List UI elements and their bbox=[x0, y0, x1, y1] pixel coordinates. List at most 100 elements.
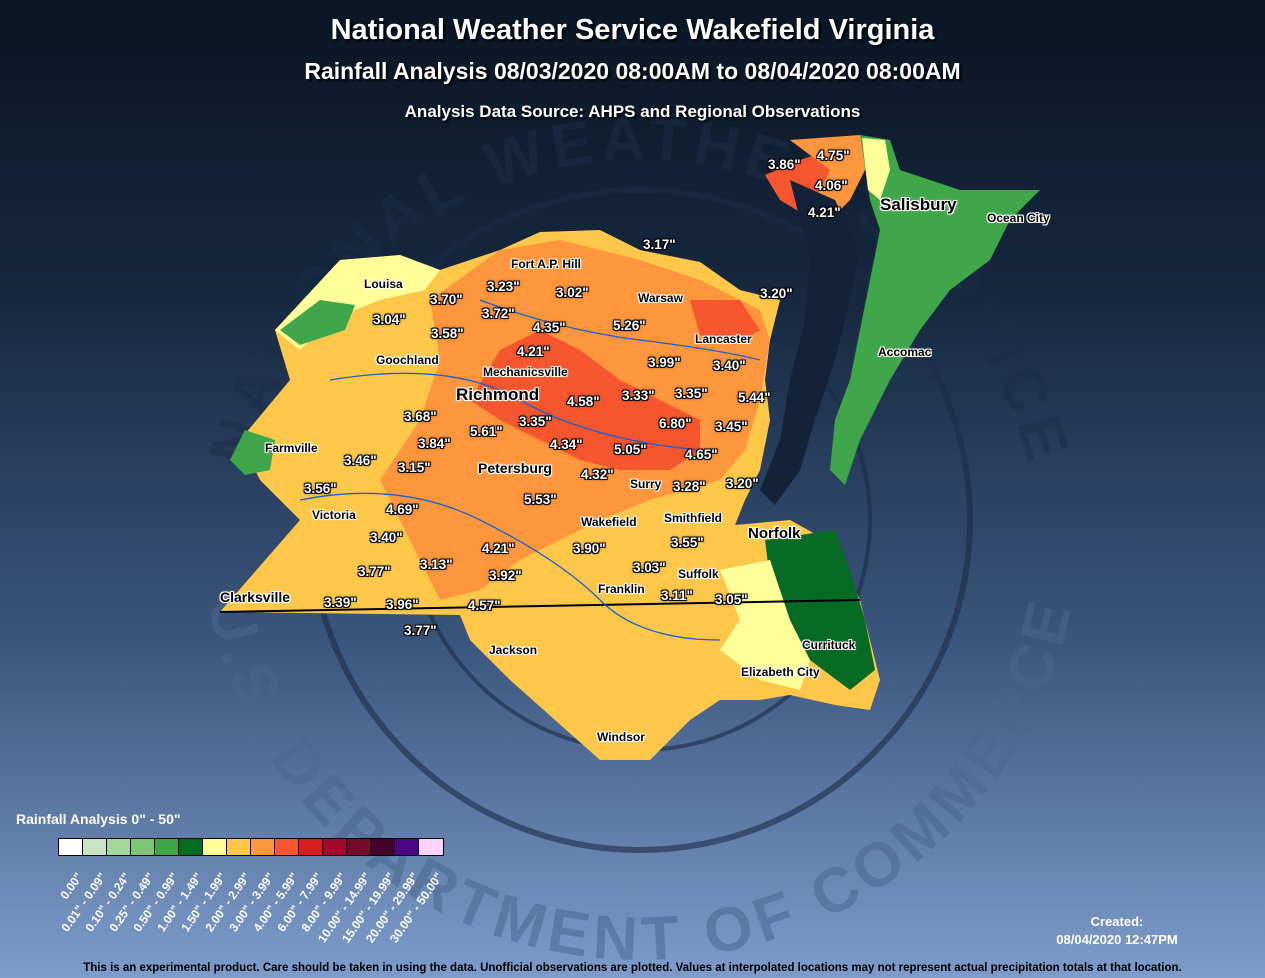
region-red-core bbox=[470, 330, 700, 470]
town-label: Wakefield bbox=[581, 515, 637, 529]
town-label: Suffolk bbox=[678, 567, 719, 581]
rainfall-value: 3.77" bbox=[404, 623, 437, 638]
city-label: Salisbury bbox=[880, 195, 957, 214]
region-farmville-green bbox=[230, 430, 275, 475]
rainfall-value: 3.35" bbox=[675, 386, 708, 401]
rainfall-value: 5.26" bbox=[613, 318, 646, 333]
town-label: Victoria bbox=[312, 508, 356, 522]
town-label: Ocean City bbox=[987, 211, 1050, 225]
legend-swatch bbox=[275, 839, 299, 855]
created-stamp: Created: 08/04/2020 12:47PM bbox=[1040, 913, 1194, 949]
rainfall-value: 3.55" bbox=[671, 535, 704, 550]
rainfall-value: 4.35" bbox=[533, 320, 566, 335]
rainfall-value: 3.46" bbox=[344, 453, 377, 468]
legend-swatch bbox=[323, 839, 347, 855]
rainfall-value: 4.58" bbox=[567, 394, 600, 409]
rainfall-value: 3.90" bbox=[573, 541, 606, 556]
town-label: Currituck bbox=[802, 638, 856, 652]
chesapeake-bay bbox=[760, 180, 860, 505]
town-label: Jackson bbox=[489, 643, 538, 657]
region-coast-yellow bbox=[720, 560, 810, 690]
town-label: Lancaster bbox=[695, 332, 752, 346]
rainfall-value: 3.20" bbox=[726, 476, 759, 491]
map-title: National Weather Service Wakefield Virgi… bbox=[330, 14, 935, 46]
legend-swatch bbox=[179, 839, 203, 855]
rainfall-value: 3.45" bbox=[715, 419, 748, 434]
rainfall-value: 3.17" bbox=[643, 237, 676, 252]
rainfall-value: 4.75" bbox=[817, 148, 850, 163]
city-label: Petersburg bbox=[478, 460, 552, 476]
city-label: Richmond bbox=[456, 385, 540, 404]
legend-swatch bbox=[227, 839, 251, 855]
rainfall-value: 3.15" bbox=[398, 460, 431, 475]
created-timestamp: 08/04/2020 12:47PM bbox=[1056, 932, 1178, 947]
disclaimer: This is an experimental product. Care sh… bbox=[83, 962, 1182, 974]
rainfall-value: 3.35" bbox=[519, 414, 552, 429]
rainfall-value: 4.21" bbox=[517, 344, 550, 359]
rainfall-value: 6.80" bbox=[659, 416, 692, 431]
legend-swatch bbox=[59, 839, 83, 855]
town-label: Farmville bbox=[265, 441, 318, 455]
town-label: Windsor bbox=[597, 730, 645, 744]
data-source: Analysis Data Source: AHPS and Regional … bbox=[404, 102, 861, 121]
rainfall-value: 3.86" bbox=[768, 157, 801, 172]
legend-swatch bbox=[299, 839, 323, 855]
city-label: Clarksville bbox=[220, 589, 291, 605]
rainfall-value: 3.96" bbox=[386, 597, 419, 612]
rainfall-value: 3.23" bbox=[487, 279, 520, 294]
legend-swatch bbox=[371, 839, 395, 855]
region-red-ne bbox=[690, 300, 760, 345]
rainfall-value: 3.70" bbox=[430, 292, 463, 307]
rainfall-value: 3.84" bbox=[418, 436, 451, 451]
rainfall-value: 3.99" bbox=[648, 355, 681, 370]
legend-swatch bbox=[155, 839, 179, 855]
rainfall-value: 3.39" bbox=[324, 595, 357, 610]
legend-swatch bbox=[107, 839, 131, 855]
rainfall-value: 4.06" bbox=[815, 178, 848, 193]
legend-swatch bbox=[347, 839, 371, 855]
rainfall-value: 4.65" bbox=[685, 447, 718, 462]
rainfall-value: 3.56" bbox=[304, 481, 337, 496]
rainfall-value: 3.40" bbox=[370, 530, 403, 545]
rainfall-value: 5.05" bbox=[614, 442, 647, 457]
region-louisa-green bbox=[280, 300, 355, 345]
rainfall-value: 3.11" bbox=[661, 588, 693, 603]
rainfall-value: 4.34" bbox=[550, 437, 583, 452]
town-label: Fort A.P. Hill bbox=[511, 257, 582, 271]
created-label: Created: bbox=[1090, 914, 1144, 929]
rainfall-value: 3.03" bbox=[633, 560, 666, 575]
rainfall-value: 3.04" bbox=[373, 312, 406, 327]
legend-color-bar bbox=[58, 838, 444, 856]
legend-swatch bbox=[251, 839, 275, 855]
rainfall-value: 3.02" bbox=[556, 285, 589, 300]
legend-swatch bbox=[203, 839, 227, 855]
rainfall-value: 3.77" bbox=[358, 564, 391, 579]
region-eastern-shore-yellow bbox=[862, 138, 890, 200]
town-label: Smithfield bbox=[664, 511, 723, 525]
town-label: Elizabeth City bbox=[741, 665, 820, 679]
rainfall-value: 4.32" bbox=[581, 467, 614, 482]
rainfall-value: 4.21" bbox=[808, 205, 841, 220]
rainfall-value: 3.05" bbox=[715, 592, 748, 607]
town-label: Franklin bbox=[598, 582, 645, 596]
city-label: Norfolk bbox=[748, 525, 801, 542]
town-label: Mechanicsville bbox=[483, 365, 568, 379]
town-label: Louisa bbox=[364, 277, 403, 291]
rainfall-value: 3.72" bbox=[482, 306, 515, 321]
rainfall-value: 3.13" bbox=[420, 557, 453, 572]
rainfall-value: 5.53" bbox=[524, 492, 557, 507]
legend-swatch bbox=[83, 839, 107, 855]
region-eastern-shore-green bbox=[830, 135, 1040, 485]
legend-swatch bbox=[419, 839, 443, 855]
legend-swatch bbox=[395, 839, 419, 855]
legend-swatch bbox=[131, 839, 155, 855]
rainfall-value: 3.58" bbox=[431, 326, 464, 341]
rainfall-value: 3.68" bbox=[404, 409, 437, 424]
legend-title: Rainfall Analysis 0" - 50" bbox=[16, 811, 181, 827]
rivers bbox=[299, 299, 761, 641]
rainfall-value: 4.21" bbox=[482, 541, 515, 556]
rainfall-value: 3.33" bbox=[622, 388, 655, 403]
region-coast-green bbox=[765, 530, 875, 690]
town-label: Goochland bbox=[376, 353, 439, 367]
